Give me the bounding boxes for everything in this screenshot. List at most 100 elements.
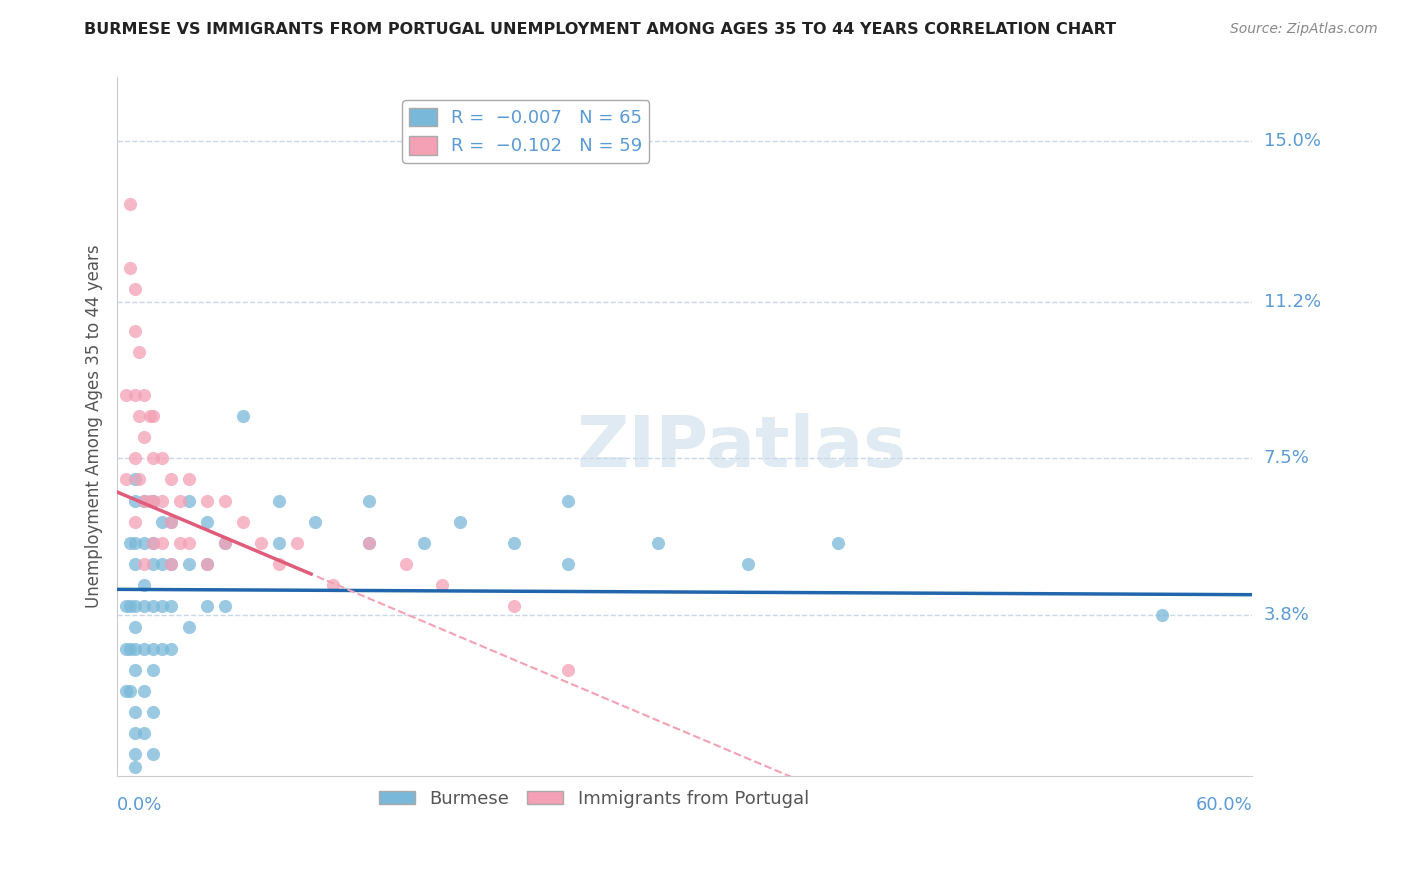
Point xyxy=(124,705,146,719)
Point xyxy=(124,388,146,402)
Point xyxy=(115,388,138,402)
Point xyxy=(214,536,236,550)
Point xyxy=(160,472,183,486)
Point xyxy=(195,493,218,508)
Text: ZIPatlas: ZIPatlas xyxy=(576,413,907,482)
Point xyxy=(142,536,165,550)
Point xyxy=(138,409,160,423)
Point xyxy=(195,557,218,571)
Point xyxy=(142,663,165,677)
Point xyxy=(150,451,173,466)
Point xyxy=(195,557,218,571)
Point xyxy=(647,536,669,550)
Point xyxy=(134,684,156,698)
Point xyxy=(169,536,191,550)
Point xyxy=(160,557,183,571)
Point xyxy=(134,493,156,508)
Point xyxy=(118,197,141,211)
Point xyxy=(115,641,138,656)
Point xyxy=(557,663,579,677)
Point xyxy=(160,641,183,656)
Point xyxy=(142,705,165,719)
Point xyxy=(115,472,138,486)
Point xyxy=(142,536,165,550)
Point xyxy=(232,409,254,423)
Point xyxy=(195,599,218,614)
Text: BURMESE VS IMMIGRANTS FROM PORTUGAL UNEMPLOYMENT AMONG AGES 35 TO 44 YEARS CORRE: BURMESE VS IMMIGRANTS FROM PORTUGAL UNEM… xyxy=(84,22,1116,37)
Point xyxy=(394,557,416,571)
Point xyxy=(128,472,150,486)
Text: 60.0%: 60.0% xyxy=(1195,797,1253,814)
Point xyxy=(160,557,183,571)
Point xyxy=(304,515,326,529)
Point xyxy=(124,451,146,466)
Point xyxy=(142,599,165,614)
Point xyxy=(118,260,141,275)
Text: 0.0%: 0.0% xyxy=(117,797,163,814)
Point xyxy=(150,536,173,550)
Text: Source: ZipAtlas.com: Source: ZipAtlas.com xyxy=(1230,22,1378,37)
Point xyxy=(134,557,156,571)
Point xyxy=(250,536,273,550)
Point xyxy=(179,536,201,550)
Point xyxy=(124,599,146,614)
Point xyxy=(150,493,173,508)
Point xyxy=(287,536,309,550)
Point xyxy=(169,493,191,508)
Point xyxy=(124,324,146,338)
Point xyxy=(1152,607,1174,622)
Point xyxy=(142,493,165,508)
Point xyxy=(214,536,236,550)
Point xyxy=(160,599,183,614)
Point xyxy=(124,663,146,677)
Point xyxy=(179,472,201,486)
Point xyxy=(502,536,524,550)
Point xyxy=(195,515,218,529)
Point xyxy=(118,684,141,698)
Text: 11.2%: 11.2% xyxy=(1264,293,1320,310)
Text: 15.0%: 15.0% xyxy=(1264,132,1320,150)
Point xyxy=(124,472,146,486)
Point xyxy=(142,557,165,571)
Point xyxy=(359,493,381,508)
Y-axis label: Unemployment Among Ages 35 to 44 years: Unemployment Among Ages 35 to 44 years xyxy=(86,244,103,608)
Point xyxy=(134,726,156,740)
Point xyxy=(150,599,173,614)
Point xyxy=(128,409,150,423)
Point xyxy=(134,599,156,614)
Point xyxy=(142,641,165,656)
Point xyxy=(232,515,254,529)
Point xyxy=(142,747,165,762)
Point xyxy=(160,515,183,529)
Point xyxy=(124,536,146,550)
Point xyxy=(134,536,156,550)
Point xyxy=(134,493,156,508)
Point xyxy=(124,493,146,508)
Text: 7.5%: 7.5% xyxy=(1264,450,1309,467)
Text: 3.8%: 3.8% xyxy=(1264,606,1309,624)
Point xyxy=(150,641,173,656)
Point xyxy=(269,557,291,571)
Point xyxy=(142,493,165,508)
Point xyxy=(557,493,579,508)
Point xyxy=(150,515,173,529)
Point xyxy=(142,409,165,423)
Legend: Burmese, Immigrants from Portugal: Burmese, Immigrants from Portugal xyxy=(371,783,817,815)
Point xyxy=(179,620,201,634)
Point xyxy=(359,536,381,550)
Point xyxy=(115,599,138,614)
Point xyxy=(118,599,141,614)
Point xyxy=(179,557,201,571)
Point xyxy=(124,726,146,740)
Point xyxy=(124,282,146,296)
Point xyxy=(160,515,183,529)
Point xyxy=(115,684,138,698)
Point xyxy=(134,430,156,444)
Point xyxy=(138,493,160,508)
Point xyxy=(124,620,146,634)
Point xyxy=(134,388,156,402)
Point xyxy=(124,747,146,762)
Point xyxy=(150,557,173,571)
Point xyxy=(557,557,579,571)
Point xyxy=(412,536,434,550)
